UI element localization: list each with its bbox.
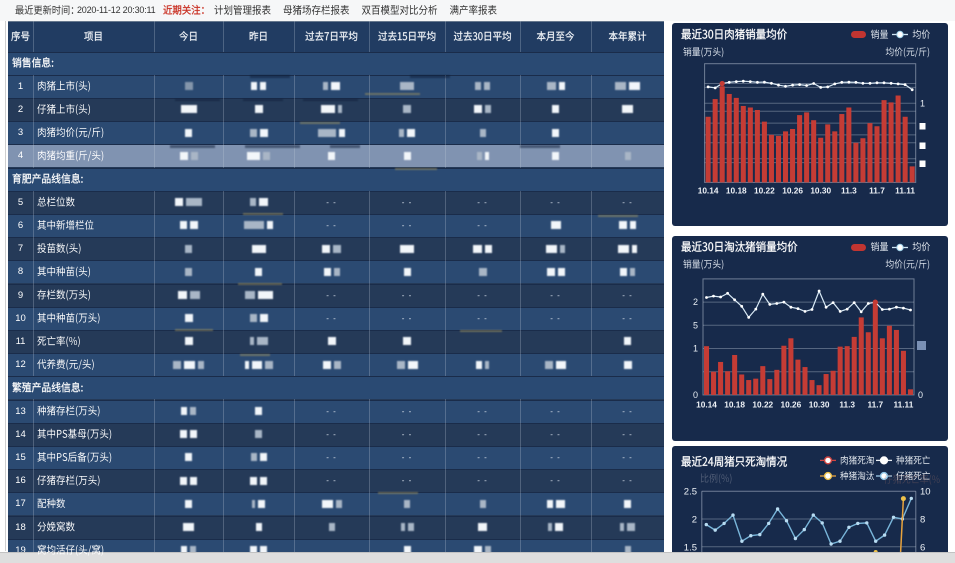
svg-text:10.26: 10.26 (781, 399, 802, 409)
svg-text:10.14: 10.14 (696, 399, 717, 409)
svg-text:10: 10 (920, 487, 931, 498)
svg-text:11.11: 11.11 (895, 186, 915, 196)
svg-text:0: 0 (918, 389, 923, 399)
svg-text:10.30: 10.30 (809, 399, 830, 409)
svg-text:11.3: 11.3 (839, 399, 855, 409)
svg-text:1: 1 (693, 343, 698, 353)
svg-text:1: 1 (920, 99, 925, 109)
svg-text:10.22: 10.22 (754, 186, 775, 196)
svg-text:10.18: 10.18 (726, 186, 747, 196)
svg-text:2.5: 2.5 (684, 487, 697, 498)
svg-text:10.30: 10.30 (810, 186, 831, 196)
svg-text:10.14: 10.14 (698, 186, 719, 196)
svg-text:2: 2 (693, 297, 698, 307)
svg-text:11.7: 11.7 (867, 399, 883, 409)
svg-text:11.7: 11.7 (869, 186, 885, 196)
svg-text:10.22: 10.22 (752, 399, 773, 409)
svg-text:8: 8 (920, 515, 925, 526)
svg-text:11.3: 11.3 (841, 186, 857, 196)
svg-text:0: 0 (693, 389, 698, 399)
svg-text:1.5: 1.5 (684, 542, 697, 553)
svg-text:2: 2 (692, 515, 697, 526)
svg-text:5: 5 (693, 320, 698, 330)
svg-text:10.18: 10.18 (724, 399, 745, 409)
svg-text:11.11: 11.11 (893, 399, 913, 409)
svg-text:10.26: 10.26 (782, 186, 803, 196)
svg-text:6: 6 (920, 542, 925, 553)
